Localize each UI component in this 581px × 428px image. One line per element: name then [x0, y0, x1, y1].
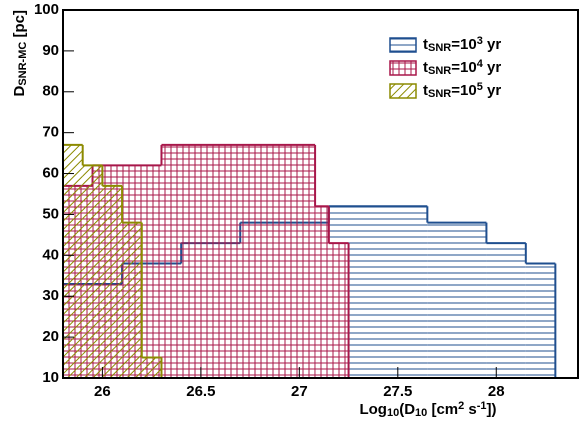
plot-frame	[62, 9, 579, 379]
text-part: ])	[487, 401, 497, 418]
text-part: yr	[483, 82, 502, 99]
text-part: t	[423, 36, 428, 53]
text-part: 4	[477, 58, 484, 70]
legend-label: tSNR=104 yr	[423, 58, 501, 78]
text-part: yr	[483, 59, 502, 76]
text-part: =10	[451, 36, 476, 53]
y-tick-label: 20	[42, 328, 59, 345]
text-part: t	[423, 59, 428, 76]
text-part: [pc]	[11, 10, 28, 42]
hist-bar	[122, 222, 142, 378]
hist-bar	[315, 206, 329, 378]
y-tick-label: 30	[42, 287, 59, 304]
x-tick-label: 26.5	[186, 383, 215, 400]
hist-bar	[486, 243, 526, 378]
y-tick-label: 50	[42, 205, 59, 222]
x-tick-label: 26	[94, 383, 111, 400]
text-part: -1	[477, 400, 487, 412]
legend-swatch	[389, 60, 417, 76]
text-part: [cm	[427, 401, 458, 418]
y-tick-label: 60	[42, 165, 59, 182]
y-tick-label: 40	[42, 246, 59, 263]
text-part: SNR	[428, 42, 451, 54]
text-part: =10	[451, 82, 476, 99]
hist-bar	[63, 144, 83, 378]
hist-bar	[161, 144, 316, 378]
text-part: t	[423, 82, 428, 99]
legend-swatch	[389, 37, 417, 53]
text-part: =10	[451, 59, 476, 76]
x-axis-label: Log10(D10 [cm2 s-1])	[359, 400, 496, 420]
legend-label: tSNR=105 yr	[423, 81, 501, 101]
y-axis-label: DSNR-MC [pc]	[11, 10, 29, 97]
y-tick-label: 10	[42, 369, 59, 386]
text-part: s	[464, 401, 477, 418]
hist-bar	[427, 222, 487, 378]
hist-bar	[525, 263, 556, 378]
text-part: D	[11, 86, 28, 97]
hist-bar	[141, 357, 162, 378]
x-tick-label: 27	[291, 383, 308, 400]
text-part: SNR-MC	[17, 42, 29, 86]
legend-label: tSNR=103 yr	[423, 35, 501, 55]
x-tick-label: 28	[488, 383, 505, 400]
text-part: 3	[477, 35, 483, 47]
y-tick-label: 100	[34, 1, 59, 18]
text-part: SNR	[428, 65, 451, 77]
hist-bar	[82, 165, 103, 378]
y-tick-label: 80	[42, 83, 59, 100]
text-part: yr	[483, 36, 502, 53]
text-part: 5	[477, 81, 483, 93]
text-part: 10	[415, 407, 427, 419]
hist-bar	[102, 185, 123, 378]
text-part: SNR	[428, 88, 451, 100]
y-tick-label: 90	[42, 42, 59, 59]
text-part: 2	[458, 400, 464, 412]
hist-bar	[328, 243, 349, 378]
x-tick-label: 27.5	[383, 383, 412, 400]
legend-swatch	[389, 83, 417, 99]
y-tick-label: 70	[42, 124, 59, 141]
text-part: (D	[399, 401, 415, 418]
text-part: Log	[359, 401, 387, 418]
text-part: 10	[387, 407, 399, 419]
